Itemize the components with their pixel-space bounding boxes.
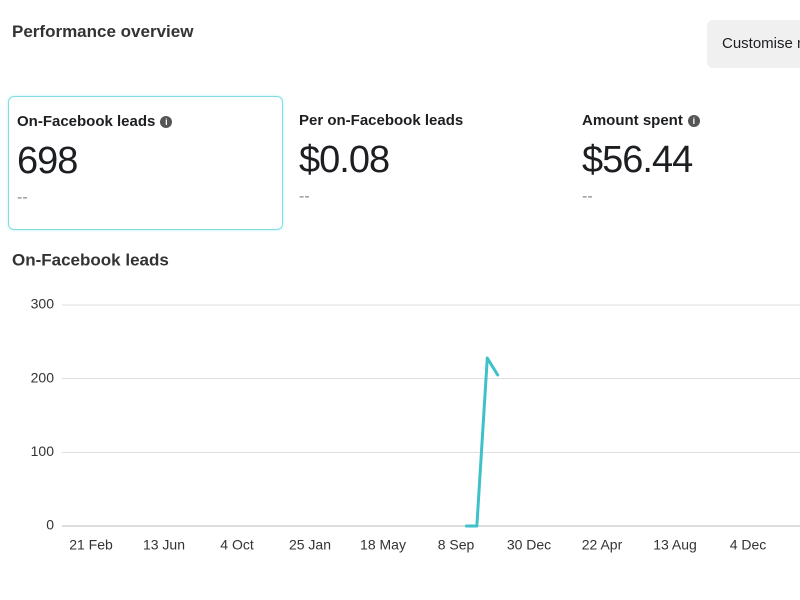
x-tick-label: 4 Dec [730,537,767,553]
info-icon[interactable]: i [687,114,700,127]
page-title: Performance overview [12,22,194,41]
x-tick-label: 4 Oct [220,537,254,553]
y-tick-label: 0 [46,517,54,533]
card-label: Per on-Facebook leads [299,112,464,129]
customise-button[interactable]: Customise m [707,20,800,68]
info-icon[interactable]: i [160,115,173,128]
card-value: 698 [17,140,78,182]
chart: On-Facebook leads 0 100 200 300 21 Feb 13 Jun… [12,250,800,553]
y-tick-label: 300 [31,296,55,312]
card-label-row: Amount spent i [582,112,800,129]
x-tick-label: 22 Apr [582,537,623,553]
x-tick-label: 21 Feb [69,537,113,553]
metric-card[interactable]: On-Facebook leads i 698 -- [8,96,283,230]
card-label-row: On-Facebook leads i [17,113,274,130]
card-label: On-Facebook leads [17,113,156,130]
x-tick-label: 8 Sep [438,537,475,553]
metric-card[interactable]: Amount spent i $56.44 -- [574,96,800,230]
y-tick-label: 100 [31,443,55,459]
card-label: Amount spent [582,112,683,129]
data-line [464,356,500,528]
x-tick-label: 30 Dec [507,537,551,553]
x-tick-label: 18 May [360,537,406,553]
x-tick-label: 13 Jun [143,537,185,553]
card-value: $56.44 [582,139,693,181]
y-tick-label: 200 [31,369,55,385]
x-tick-label: 25 Jan [289,537,331,553]
card-change: -- [582,188,593,205]
card-label-row: Per on-Facebook leads [299,112,558,129]
card-value: $0.08 [299,139,390,181]
x-tick-label: 13 Aug [653,537,697,553]
card-change: -- [17,189,28,206]
metric-card[interactable]: Per on-Facebook leads $0.08 -- [291,96,566,230]
chart-title: On-Facebook leads [12,250,169,269]
card-change: -- [299,188,310,205]
